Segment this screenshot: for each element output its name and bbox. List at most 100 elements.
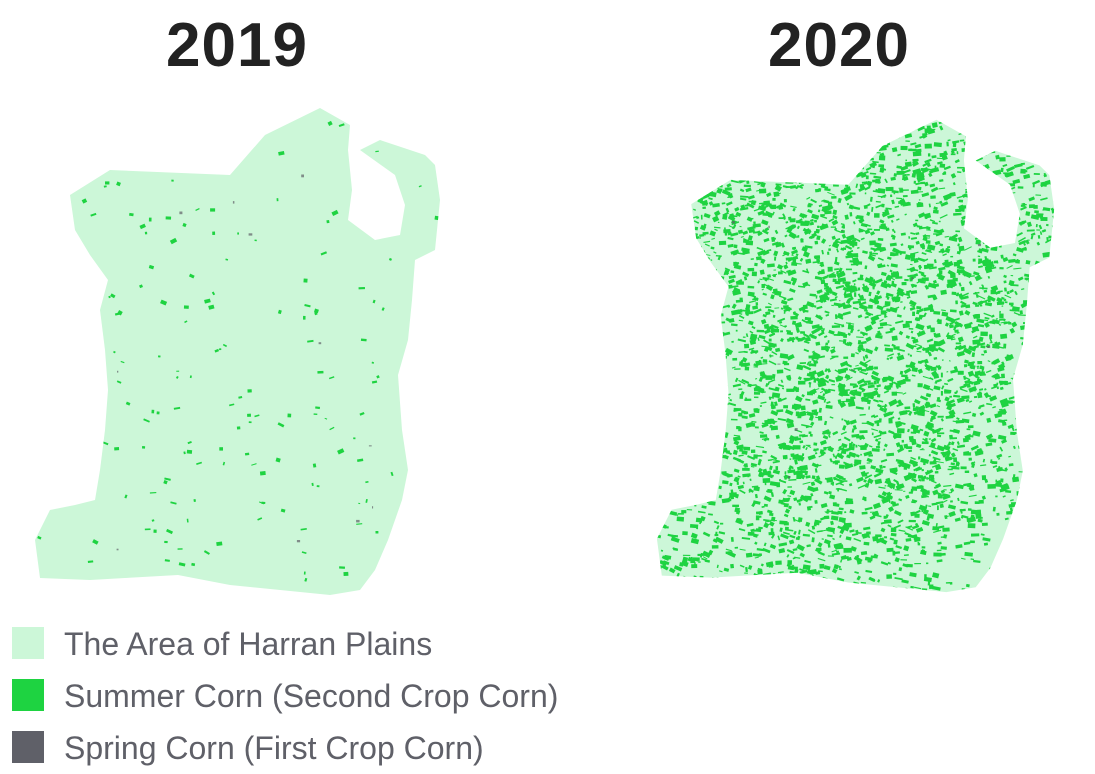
summer-corn-field — [666, 130, 669, 136]
summer-corn-field — [720, 414, 724, 416]
summer-corn-field — [724, 584, 727, 588]
summer-corn-field — [905, 537, 912, 542]
summer-corn-field — [1061, 213, 1064, 218]
summer-corn-field — [724, 144, 731, 151]
summer-corn-field — [124, 494, 128, 499]
spring-corn-field — [232, 201, 235, 204]
summer-corn-field — [688, 304, 692, 309]
summer-corn-field — [1025, 460, 1032, 464]
summer-corn-field — [805, 136, 810, 141]
summer-corn-field — [222, 343, 228, 348]
summer-corn-field — [737, 139, 746, 146]
summer-corn-field — [163, 480, 168, 485]
summer-corn-field — [153, 529, 157, 533]
summer-corn-field — [166, 528, 174, 535]
summer-corn-field — [679, 221, 684, 225]
summer-corn-field — [807, 444, 811, 447]
summer-corn-field — [1042, 357, 1048, 364]
summer-corn-field — [681, 283, 686, 286]
summer-corn-field — [738, 592, 740, 594]
summer-corn-field — [967, 161, 971, 165]
summer-corn-field — [731, 128, 739, 134]
summer-corn-field — [698, 169, 706, 176]
summer-corn-field — [684, 432, 691, 437]
summer-corn-field — [868, 119, 873, 121]
summer-corn-field — [303, 315, 306, 320]
summer-corn-field — [662, 119, 669, 123]
summer-corn-field — [657, 250, 663, 254]
summer-corn-field — [933, 310, 941, 315]
summer-corn-field — [835, 161, 843, 165]
summer-corn-field — [818, 187, 822, 192]
summer-corn-field — [710, 421, 717, 423]
summer-corn-field — [1045, 134, 1053, 137]
summer-corn-field — [1059, 484, 1064, 486]
summer-corn-field — [887, 429, 895, 435]
summer-corn-field — [976, 232, 982, 235]
summer-corn-field — [734, 150, 744, 155]
summer-corn-field — [737, 579, 745, 584]
summer-corn-field — [674, 272, 682, 276]
summer-corn-field — [720, 438, 725, 442]
summer-corn-field — [730, 270, 735, 274]
summer-corn-field — [702, 469, 710, 475]
summer-corn-field — [664, 198, 669, 202]
summer-corn-field — [903, 490, 906, 492]
summer-corn-field — [717, 221, 720, 223]
summer-corn-field — [994, 216, 997, 220]
summer-corn-field — [160, 299, 168, 306]
summer-corn-field — [996, 208, 1001, 212]
summer-corn-field — [780, 355, 788, 359]
summer-corn-field — [144, 528, 151, 531]
summer-corn-field — [1002, 228, 1007, 233]
summer-corn-field — [75, 474, 80, 479]
summer-corn-field — [832, 430, 839, 436]
summer-corn-field — [168, 143, 173, 146]
summer-corn-field — [679, 122, 688, 128]
summer-corn-field — [813, 179, 821, 184]
summer-corn-field — [699, 377, 708, 383]
summer-corn-field — [745, 304, 751, 310]
summer-corn-field — [934, 165, 937, 169]
summer-corn-field — [652, 301, 656, 307]
summer-corn-field — [859, 304, 869, 311]
summer-corn-field — [204, 298, 211, 304]
summer-corn-field — [1001, 373, 1005, 379]
summer-corn-field — [673, 259, 682, 265]
summer-corn-field — [760, 563, 764, 567]
summer-corn-field — [757, 569, 763, 575]
summer-corn-field — [864, 498, 867, 502]
summer-corn-field — [875, 534, 882, 538]
summer-corn-field — [709, 184, 714, 188]
summer-corn-field — [783, 405, 789, 409]
summer-corn-field — [1020, 386, 1026, 391]
summer-corn-field — [222, 461, 226, 466]
summer-corn-field — [877, 237, 884, 241]
summer-corn-field — [709, 326, 718, 332]
summer-corn-field — [757, 280, 761, 284]
summer-corn-field — [926, 249, 932, 252]
summer-corn-field — [682, 402, 691, 409]
summer-corn-field — [254, 239, 257, 242]
summer-corn-field — [698, 457, 702, 461]
summer-corn-field — [901, 175, 905, 181]
summer-corn-field — [707, 283, 711, 287]
summer-corn-field — [874, 213, 880, 218]
summer-corn-field — [679, 163, 682, 168]
summer-corn-field — [886, 547, 894, 553]
summer-corn-field — [912, 115, 918, 119]
summer-corn-field — [967, 130, 971, 135]
summer-corn-field — [144, 231, 148, 235]
summer-corn-field — [907, 428, 910, 433]
summer-corn-field — [1037, 134, 1045, 140]
summer-corn-field — [951, 291, 957, 296]
summer-corn-field — [183, 305, 189, 309]
summer-corn-field — [926, 562, 929, 565]
summer-corn-field — [693, 443, 700, 446]
summer-corn-field — [720, 170, 726, 175]
summer-corn-field — [1014, 517, 1018, 521]
summer-corn-field — [795, 336, 799, 340]
summer-corn-field — [139, 223, 146, 230]
summer-corn-field — [937, 415, 944, 418]
summer-corn-field — [830, 176, 840, 182]
